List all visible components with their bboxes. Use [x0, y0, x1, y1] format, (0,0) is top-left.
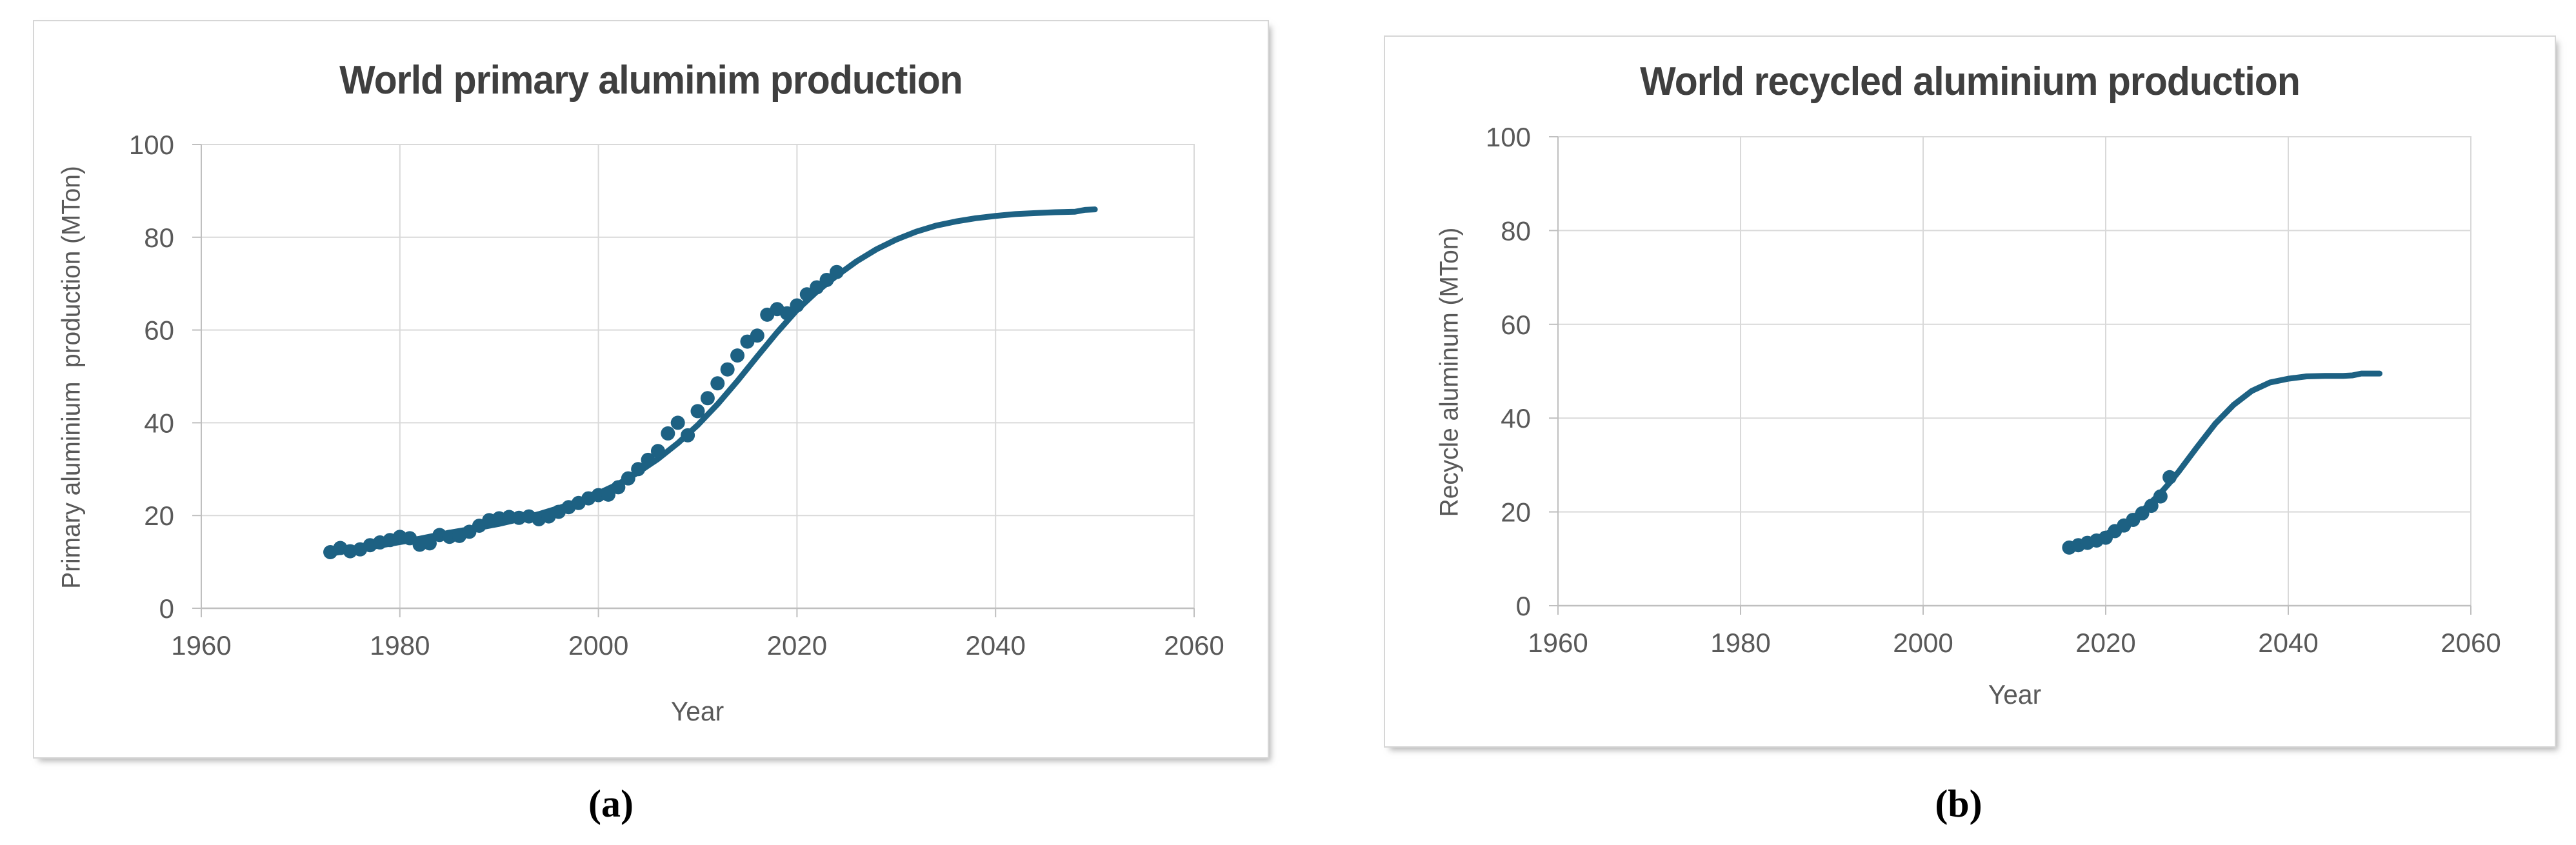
x-tick-label: 2040: [965, 630, 1025, 661]
data-point: [641, 452, 655, 467]
x-tick-label: 1960: [1528, 628, 1588, 658]
x-tick-label: 1980: [370, 630, 430, 661]
y-axis-title-primary: Primary aluminium production (MTon): [57, 166, 86, 589]
data-point: [670, 415, 685, 430]
data-point: [700, 391, 715, 406]
x-tick-label: 2040: [2258, 628, 2318, 658]
x-axis-title-primary: Year: [670, 696, 724, 726]
x-tick-label: 2000: [568, 630, 628, 661]
chart-title-primary: World primary aluminim production: [339, 58, 963, 103]
subfigure-label-b: (b): [1935, 782, 1982, 825]
y-tick-label: 100: [129, 130, 174, 160]
y-tick-label: 20: [144, 501, 174, 531]
x-tick-label: 2000: [1893, 628, 1953, 658]
y-tick-label: 0: [159, 593, 174, 624]
x-tick-label: 2020: [767, 630, 827, 661]
data-point: [650, 444, 665, 459]
data-point: [810, 280, 824, 295]
x-tick-label: 2060: [1164, 630, 1224, 661]
data-point: [750, 328, 764, 343]
data-point: [661, 426, 675, 441]
y-axis-title-recycled: Recycle aluminum (MTon): [1435, 227, 1464, 517]
data-point: [621, 471, 635, 486]
chart-panel-recycled: 1960 1980 2000 2020 2040 2060 0 20 40 60 80 100 Wor…: [1384, 35, 2556, 748]
data-point: [681, 428, 695, 442]
data-point: [799, 287, 814, 302]
fit-curve: [2066, 370, 2382, 551]
x-tick-label: 1960: [171, 630, 231, 661]
y-tick-label: 80: [1501, 215, 1531, 246]
y-tick-label: 100: [1486, 122, 1531, 152]
x-axis-title-recycled: Year: [1988, 679, 2042, 710]
data-point: [730, 348, 745, 363]
data-point: [790, 298, 804, 313]
data-point: [2162, 470, 2177, 484]
x-tick-label: 1980: [1710, 628, 1770, 658]
y-tick-label: 40: [1501, 403, 1531, 433]
x-tick-label: 2020: [2075, 628, 2135, 658]
chart-title-recycled: World recycled aluminium production: [1640, 59, 2301, 104]
y-tick-label: 80: [144, 223, 174, 253]
data-point: [631, 462, 646, 477]
data-point: [829, 264, 844, 279]
x-tick-label: 2060: [2441, 628, 2501, 658]
y-tick-label: 0: [1516, 591, 1531, 621]
y-tick-label: 20: [1501, 497, 1531, 528]
data-point: [710, 376, 725, 391]
data-point: [780, 306, 795, 321]
data-point: [720, 362, 735, 377]
data-point: [422, 536, 437, 551]
y-tick-label: 60: [144, 315, 174, 346]
chart-panel-primary: 1960 1980 2000 2020 2040 2060 0 20 40 60 80 100 Wor…: [33, 20, 1269, 759]
data-point: [819, 272, 834, 287]
data-point: [601, 487, 615, 502]
plot-border: [1557, 136, 2471, 606]
data-point: [611, 480, 626, 495]
data-point: [2144, 499, 2159, 513]
y-tick-label: 40: [144, 408, 174, 438]
data-point: [690, 404, 705, 419]
data-point: [2153, 489, 2168, 504]
subfigure-label-a: (a): [588, 782, 634, 825]
y-tick-label: 60: [1501, 310, 1531, 340]
